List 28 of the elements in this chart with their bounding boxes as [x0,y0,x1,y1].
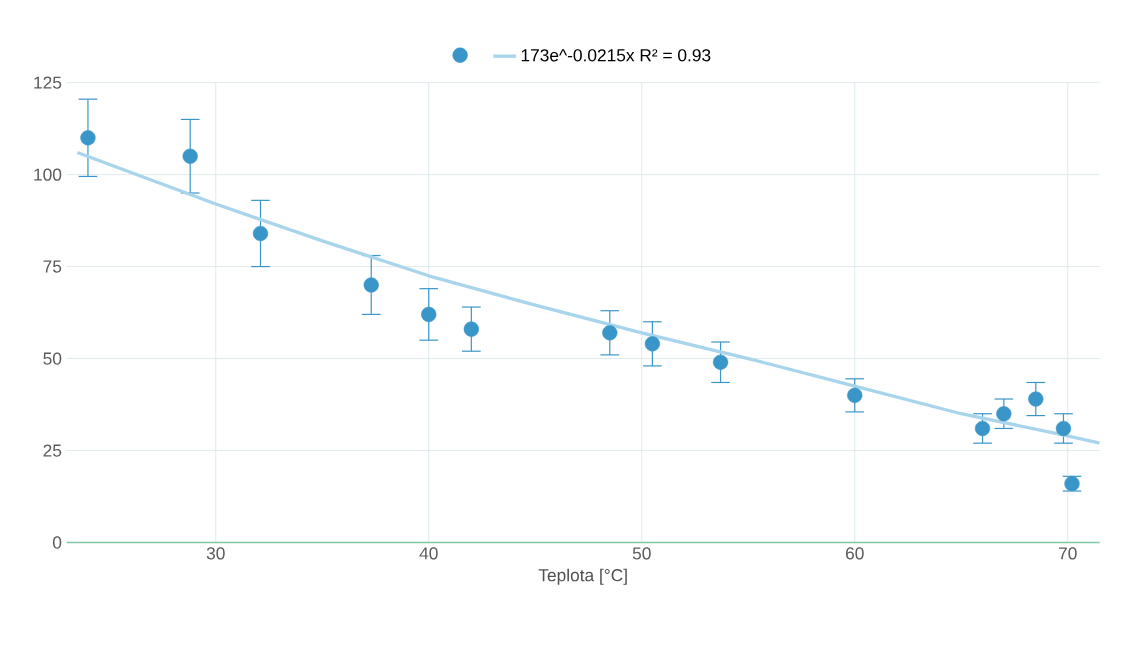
y-tick-label: 125 [34,76,62,89]
y-tick-label: 50 [43,352,62,365]
x-tick-label: 30 [206,547,225,560]
x-tick-label: 60 [845,547,864,560]
x-tick-label: 70 [1059,547,1077,560]
x-tick-label: 50 [632,547,651,560]
point [252,225,269,242]
point [421,306,437,322]
point [712,354,729,370]
y-tick-label: 25 [43,444,62,457]
point [80,130,96,146]
point [363,277,379,293]
point [1028,391,1044,407]
legend-label: 173e^-0.0215x R² = 0.93 [521,49,711,62]
point [463,321,479,337]
y-tick-label: 100 [34,168,62,181]
point [847,387,863,403]
point [974,420,991,436]
y-tick-label: 0 [52,536,62,549]
point [182,148,198,164]
x-axis-title: Teplota [°C] [538,568,627,585]
point [996,406,1012,422]
x-tick-label: 40 [419,547,438,560]
point [1055,420,1072,436]
line-series [75,150,1100,445]
point [602,325,618,341]
y-tick-label: 75 [43,260,62,273]
point [644,336,660,352]
